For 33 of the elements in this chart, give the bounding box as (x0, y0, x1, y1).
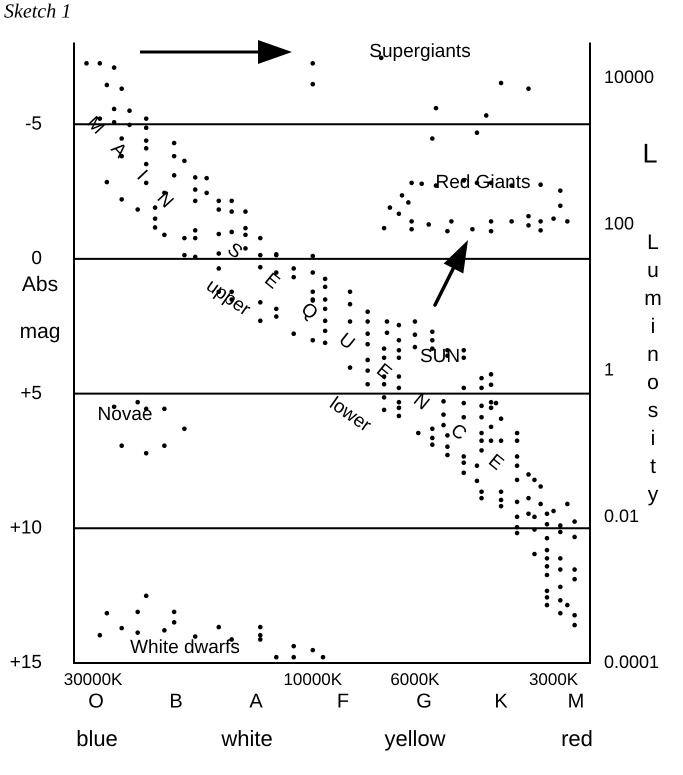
x-tick-label: 10000K (283, 670, 343, 689)
annotation: Novae (98, 404, 152, 426)
text: O (88, 690, 104, 713)
text: white (220, 726, 273, 752)
text: L (642, 138, 658, 168)
y-tick-label: 100 (604, 213, 634, 234)
y2-tick-label: +15 (10, 652, 42, 674)
y2-axis-title: Abs mag (20, 272, 60, 343)
text: B (169, 690, 183, 713)
y-tick-label: 10000 (604, 67, 654, 88)
y2-tick-label: +5 (20, 382, 42, 404)
text: Luminosity (644, 230, 662, 506)
text: blue (76, 726, 118, 752)
text: A (249, 690, 264, 713)
y-tick-label: 0.01 (604, 506, 640, 526)
x-tick-label: 30000K (64, 670, 124, 689)
text: K (494, 690, 508, 713)
annotation: White dwarfs (130, 637, 240, 658)
annotation: Supergiants (369, 41, 471, 62)
text: G (416, 690, 432, 713)
chart-title: Sketch 1 (4, 0, 72, 22)
text: yellow (384, 726, 446, 752)
y-tick-label: 1 (604, 360, 614, 380)
y2-tick-label: +10 (10, 518, 42, 539)
text: F (336, 690, 350, 713)
y-tick-label: 0.0001 (604, 652, 660, 672)
x-tick-label: 3000K (528, 670, 579, 689)
x-tick-label: 6000K (390, 670, 440, 689)
text: red (561, 726, 593, 752)
text: M (568, 690, 584, 713)
annotation: SUN (420, 346, 460, 368)
y2-tick-label: 0 (31, 248, 42, 270)
y2-tick-label: -5 (25, 113, 42, 134)
